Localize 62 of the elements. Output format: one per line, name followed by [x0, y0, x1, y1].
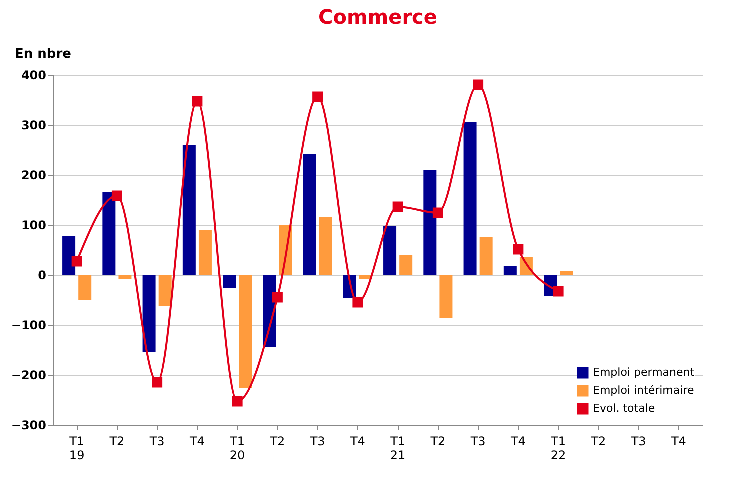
bar — [384, 226, 397, 275]
x-tick-label: T3 — [470, 434, 486, 448]
legend-label: Evol. totale — [593, 402, 656, 415]
x-tick-label: T2 — [590, 434, 606, 448]
x-tick-label: T1 19 — [68, 434, 85, 462]
bar — [62, 236, 76, 275]
point — [392, 202, 404, 212]
x-tick-label: T2 — [430, 434, 446, 448]
bar — [319, 217, 332, 275]
y-tick-label: −200 — [11, 368, 46, 382]
x-tick-label: T2 — [269, 434, 286, 448]
y-tick-label: −300 — [11, 418, 46, 432]
x-tick-label: T1 20 — [229, 434, 246, 462]
y-tick-label: −100 — [11, 318, 46, 332]
bar — [480, 238, 493, 275]
bar — [78, 275, 92, 300]
bar — [158, 275, 172, 306]
y-axis-title: En nbre — [15, 47, 72, 62]
x-tick-label: T2 — [108, 434, 125, 448]
x-tick-label: T3 — [630, 434, 646, 448]
bar — [223, 275, 236, 288]
y-tick-label: 300 — [21, 118, 46, 132]
x-tick-label: T1 22 — [550, 434, 566, 462]
point — [352, 297, 364, 308]
bar — [400, 255, 413, 275]
point — [232, 396, 243, 407]
bar — [424, 170, 437, 275]
point — [112, 190, 122, 202]
bar — [182, 146, 196, 275]
bar — [464, 122, 477, 275]
bar — [560, 271, 574, 275]
chart-title: Commerce — [318, 5, 438, 29]
x-tick-label: T4 — [670, 434, 686, 448]
point — [553, 286, 564, 297]
x-tick-label: T1 21 — [390, 434, 406, 462]
point — [272, 292, 283, 303]
point — [312, 92, 324, 102]
bar — [504, 266, 517, 275]
y-tick-label: 0 — [38, 268, 46, 282]
legend-label: Emploi permanent — [593, 366, 696, 379]
x-tick-label: T4 — [349, 434, 366, 448]
bar — [239, 275, 252, 388]
legend-label: Emploi intérimaire — [593, 384, 694, 397]
point — [473, 80, 484, 90]
point — [432, 208, 444, 218]
x-tick-label: T3 — [309, 434, 326, 448]
bar — [440, 275, 453, 318]
bar — [118, 275, 132, 279]
point — [152, 377, 163, 388]
x-tick-label: T3 — [148, 434, 165, 448]
y-tick-label: 400 — [21, 68, 46, 82]
y-tick-label: 100 — [21, 218, 46, 232]
bar — [142, 275, 156, 352]
point — [72, 256, 82, 267]
bar — [198, 230, 212, 275]
point — [192, 96, 203, 107]
point — [513, 244, 524, 255]
bar — [303, 154, 316, 275]
x-tick-label: T4 — [510, 434, 526, 448]
x-tick-label: T4 — [188, 434, 205, 448]
y-tick-label: 200 — [21, 168, 46, 182]
bar — [102, 192, 116, 275]
